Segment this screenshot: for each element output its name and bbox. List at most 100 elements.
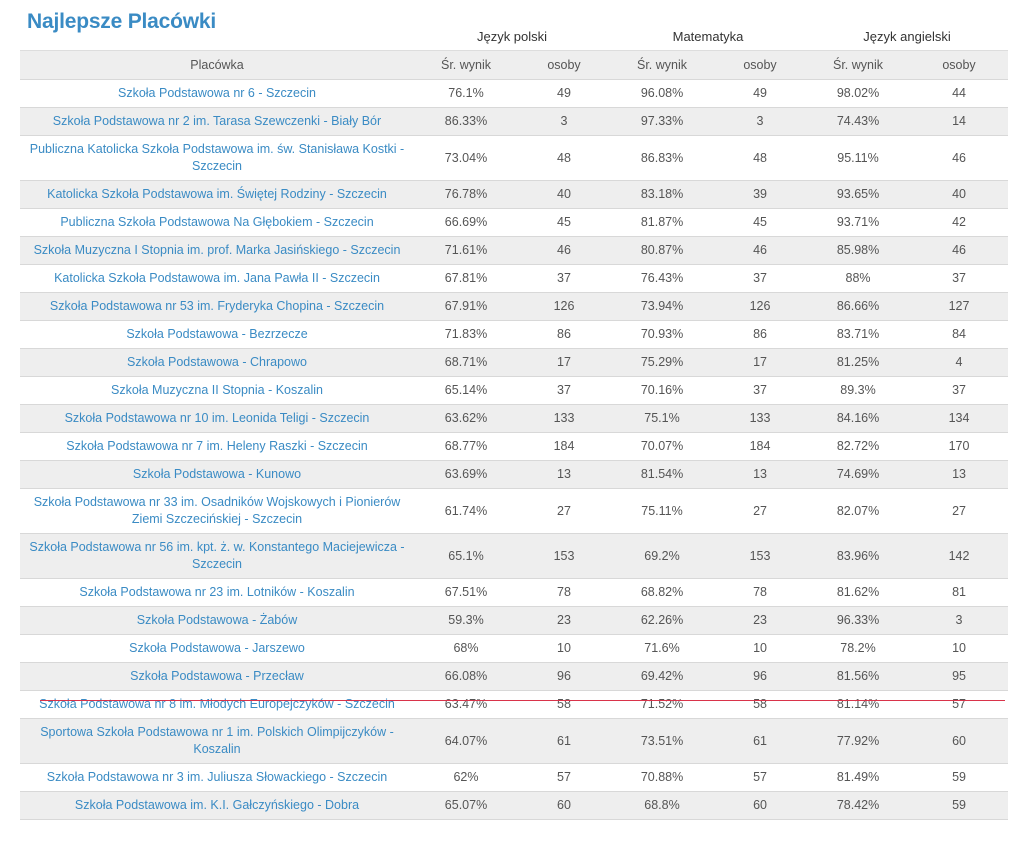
table-row: Szkoła Muzyczna I Stopnia im. prof. Mark… (20, 236, 1009, 265)
math-count: 58 (714, 690, 807, 719)
table-row: Szkoła Podstawowa nr 10 im. Leonida Teli… (20, 404, 1009, 433)
english-count: 127 (910, 292, 1009, 321)
math-score: 75.11% (610, 488, 715, 534)
polish-score: 65.14% (414, 376, 518, 405)
math-score: 83.18% (610, 180, 715, 209)
school-name[interactable]: Sportowa Szkoła Podstawowa nr 1 im. Pols… (20, 718, 414, 764)
group-header-english: Język angielski (863, 28, 951, 44)
school-name[interactable]: Szkoła Podstawowa nr 7 im. Heleny Raszki… (20, 432, 414, 461)
polish-score: 61.74% (414, 488, 518, 534)
polish-count: 37 (518, 376, 611, 405)
school-name[interactable]: Szkoła Podstawowa nr 3 im. Juliusza Słow… (20, 763, 414, 792)
math-count: 60 (714, 791, 807, 820)
polish-count: 58 (518, 690, 611, 719)
english-score: 96.33% (806, 606, 911, 635)
polish-score: 59.3% (414, 606, 518, 635)
english-score: 93.71% (806, 208, 911, 237)
english-score: 85.98% (806, 236, 911, 265)
school-name[interactable]: Szkoła Podstawowa nr 23 im. Lotników - K… (20, 578, 414, 607)
school-name[interactable]: Szkoła Muzyczna II Stopnia - Koszalin (20, 376, 414, 405)
english-count: 95 (910, 662, 1009, 691)
column-header-school[interactable]: Placówka (20, 50, 414, 80)
table-row: Szkoła Podstawowa nr 33 im. Osadników Wo… (20, 488, 1009, 534)
math-count: 96 (714, 662, 807, 691)
school-name[interactable]: Szkoła Podstawowa - Żabów (20, 606, 414, 635)
school-name[interactable]: Szkoła Podstawowa nr 6 - Szczecin (20, 79, 414, 108)
math-score: 69.42% (610, 662, 715, 691)
math-score: 75.1% (610, 404, 715, 433)
english-count: 81 (910, 578, 1009, 607)
school-name[interactable]: Publiczna Katolicka Szkoła Podstawowa im… (20, 135, 414, 181)
polish-score: 68.71% (414, 348, 518, 377)
table-row: Szkoła Podstawowa - Przecław 66.08% 96 69.4… (20, 662, 1009, 691)
english-score: 88% (806, 264, 911, 293)
table-row: Szkoła Podstawowa - Chrapowo 68.71% 17 75.2… (20, 348, 1009, 377)
math-score: 70.16% (610, 376, 715, 405)
polish-score: 64.07% (414, 718, 518, 764)
english-count: 170 (910, 432, 1009, 461)
math-count: 78 (714, 578, 807, 607)
english-count: 13 (910, 460, 1009, 489)
school-name[interactable]: Szkoła Podstawowa - Bezrzecze (20, 320, 414, 349)
school-name[interactable]: Szkoła Podstawowa nr 53 im. Fryderyka Ch… (20, 292, 414, 321)
table-body: Szkoła Podstawowa nr 6 - Szczecin 76.1% 49… (20, 79, 1009, 820)
math-count: 49 (714, 79, 807, 108)
math-score: 68.8% (610, 791, 715, 820)
school-name[interactable]: Szkoła Podstawowa nr 56 im. kpt. ż. w. K… (20, 533, 414, 579)
polish-count: 78 (518, 578, 611, 607)
polish-score: 65.07% (414, 791, 518, 820)
school-name[interactable]: Publiczna Szkoła Podstawowa Na Głębokiem… (20, 208, 414, 237)
math-score: 68.82% (610, 578, 715, 607)
english-score: 98.02% (806, 79, 911, 108)
school-name[interactable]: Szkoła Podstawowa nr 2 im. Tarasa Szewcz… (20, 107, 414, 136)
english-count: 57 (910, 690, 1009, 719)
table-row: Sportowa Szkoła Podstawowa nr 1 im. Pols… (20, 718, 1009, 764)
polish-count: 133 (518, 404, 611, 433)
table-row: Szkoła Podstawowa - Żabów 59.3% 23 62.26% 23… (20, 606, 1009, 635)
table-row: Szkoła Podstawowa nr 53 im. Fryderyka Ch… (20, 292, 1009, 321)
polish-score: 71.83% (414, 320, 518, 349)
column-header-english-score[interactable]: Śr. wynik (806, 50, 911, 80)
school-name[interactable]: Katolicka Szkoła Podstawowa im. Jana Paw… (20, 264, 414, 293)
school-name[interactable]: Szkoła Podstawowa nr 10 im. Leonida Teli… (20, 404, 414, 433)
polish-count: 45 (518, 208, 611, 237)
column-header-math-score[interactable]: Śr. wynik (610, 50, 715, 80)
english-score: 74.43% (806, 107, 911, 136)
column-header-polish-score[interactable]: Śr. wynik (414, 50, 518, 80)
school-name[interactable]: Szkoła Muzyczna I Stopnia im. prof. Mark… (20, 236, 414, 265)
english-score: 81.49% (806, 763, 911, 792)
school-name[interactable]: Szkoła Podstawowa - Przecław (20, 662, 414, 691)
school-name[interactable]: Szkoła Podstawowa - Chrapowo (20, 348, 414, 377)
english-count: 59 (910, 791, 1009, 820)
polish-count: 153 (518, 533, 611, 579)
school-name[interactable]: Szkoła Podstawowa nr 33 im. Osadników Wo… (20, 488, 414, 534)
math-count: 86 (714, 320, 807, 349)
english-count: 10 (910, 634, 1009, 663)
school-name[interactable]: Szkoła Podstawowa nr 8 im. Młodych Europ… (20, 690, 414, 719)
column-header-polish-count[interactable]: osoby (518, 50, 611, 80)
school-name[interactable]: Szkoła Podstawowa - Kunowo (20, 460, 414, 489)
polish-score: 67.91% (414, 292, 518, 321)
table-row: Katolicka Szkoła Podstawowa im. Świętej … (20, 180, 1009, 209)
page-title: Najlepsze Placówki (27, 10, 216, 33)
school-name[interactable]: Szkoła Podstawowa - Jarszewo (20, 634, 414, 663)
english-score: 83.96% (806, 533, 911, 579)
math-score: 73.94% (610, 292, 715, 321)
polish-count: 96 (518, 662, 611, 691)
english-count: 14 (910, 107, 1009, 136)
table-row: Szkoła Muzyczna II Stopnia - Koszalin 65.… (20, 376, 1009, 405)
math-count: 57 (714, 763, 807, 792)
group-header-polish: Język polski (476, 28, 548, 44)
english-score: 89.3% (806, 376, 911, 405)
polish-count: 10 (518, 634, 611, 663)
school-name[interactable]: Szkoła Podstawowa im. K.I. Gałczyńskiego… (20, 791, 414, 820)
polish-score: 67.51% (414, 578, 518, 607)
school-name[interactable]: Katolicka Szkoła Podstawowa im. Świętej … (20, 180, 414, 209)
math-score: 71.6% (610, 634, 715, 663)
math-score: 75.29% (610, 348, 715, 377)
math-score: 70.07% (610, 432, 715, 461)
column-header-math-count[interactable]: osoby (714, 50, 807, 80)
column-header-english-count[interactable]: osoby (910, 50, 1009, 80)
polish-count: 46 (518, 236, 611, 265)
polish-score: 71.61% (414, 236, 518, 265)
